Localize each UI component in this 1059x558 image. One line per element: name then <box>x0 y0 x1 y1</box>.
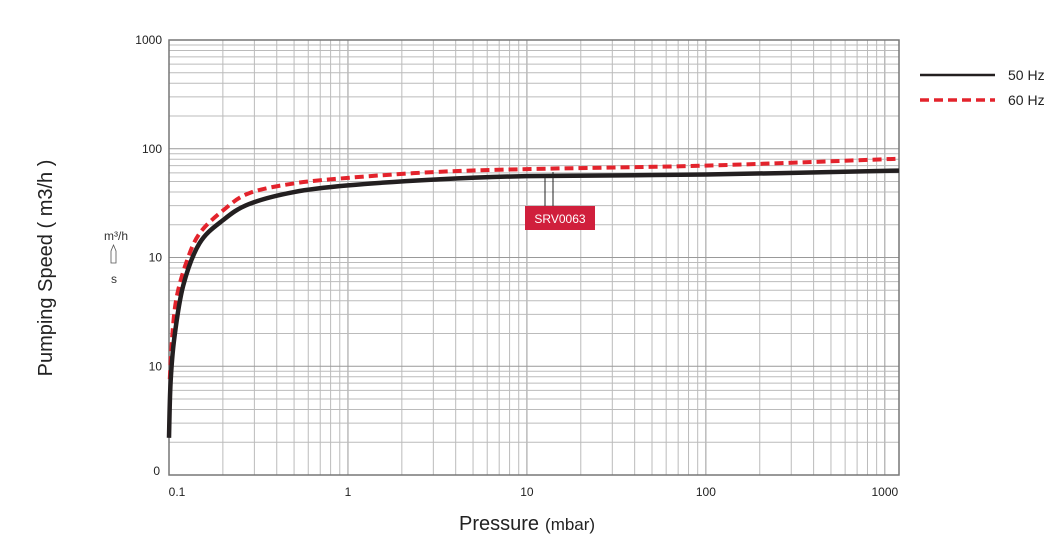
x-tick-label: 1000 <box>871 485 898 499</box>
plot-frame <box>168 39 900 476</box>
annotation-label: SRV0063 <box>534 212 585 226</box>
series-lines <box>166 156 900 438</box>
annotation-box <box>525 206 595 230</box>
y-tick-labels: 0 10 10 100 1000 <box>135 33 162 478</box>
x-axis-label: Pressure (mbar) <box>459 513 595 535</box>
x-tick-label: 1 <box>345 485 352 499</box>
unit-note-top: m³/h <box>104 229 128 243</box>
legend-label: 50 Hz <box>1008 67 1045 83</box>
x-axis-label-text: Pressure <box>459 513 539 535</box>
up-arrow-icon <box>110 243 117 264</box>
x-tick-labels: 0.1 1 10 100 1000 <box>169 485 899 499</box>
y-tick-label: 100 <box>142 142 162 156</box>
legend-label: 60 Hz <box>1008 92 1045 108</box>
x-axis-unit: (mbar) <box>545 515 595 534</box>
y-tick-label: 1000 <box>135 33 162 47</box>
unit-note-bottom: s <box>111 272 117 286</box>
series-line-60hz <box>167 156 900 380</box>
legend: 50 Hz 60 Hz <box>920 67 1045 108</box>
x-tick-label: 10 <box>520 485 534 499</box>
grid <box>169 40 899 475</box>
series-line-50hz <box>166 168 900 438</box>
y-tick-label: 10 <box>149 359 163 373</box>
y-axis-label: Pumping Speed ( m3/h ) <box>35 160 57 377</box>
x-tick-label: 100 <box>696 485 716 499</box>
annotation-callout: SRV0063 <box>525 172 595 230</box>
y-tick-label: 0 <box>153 464 160 478</box>
unit-note: m³/h s <box>104 229 128 286</box>
y-tick-label: 10 <box>149 251 163 265</box>
x-tick-label: 0.1 <box>169 485 186 499</box>
